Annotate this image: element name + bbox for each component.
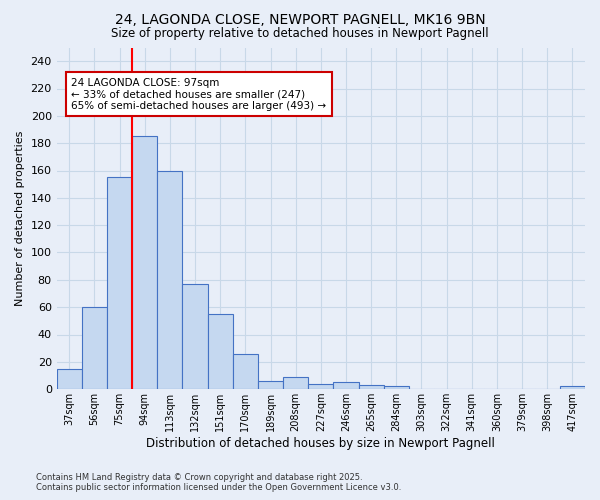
Bar	[560, 386, 585, 389]
Bar	[56, 368, 82, 389]
Text: 24 LAGONDA CLOSE: 97sqm
← 33% of detached houses are smaller (247)
65% of semi-d: 24 LAGONDA CLOSE: 97sqm ← 33% of detache…	[71, 78, 326, 111]
Text: 24, LAGONDA CLOSE, NEWPORT PAGNELL, MK16 9BN: 24, LAGONDA CLOSE, NEWPORT PAGNELL, MK16…	[115, 12, 485, 26]
Bar	[182, 284, 208, 389]
Bar	[359, 385, 384, 389]
Bar	[308, 384, 334, 389]
Text: Size of property relative to detached houses in Newport Pagnell: Size of property relative to detached ho…	[111, 28, 489, 40]
Bar	[157, 170, 182, 389]
Text: Contains HM Land Registry data © Crown copyright and database right 2025.
Contai: Contains HM Land Registry data © Crown c…	[36, 473, 401, 492]
Y-axis label: Number of detached properties: Number of detached properties	[15, 130, 25, 306]
Bar	[233, 354, 258, 389]
Bar	[82, 307, 107, 389]
Bar	[208, 314, 233, 389]
Bar	[258, 381, 283, 389]
Bar	[334, 382, 359, 389]
Bar	[132, 136, 157, 389]
Bar	[107, 178, 132, 389]
Bar	[283, 377, 308, 389]
X-axis label: Distribution of detached houses by size in Newport Pagnell: Distribution of detached houses by size …	[146, 437, 495, 450]
Bar	[384, 386, 409, 389]
